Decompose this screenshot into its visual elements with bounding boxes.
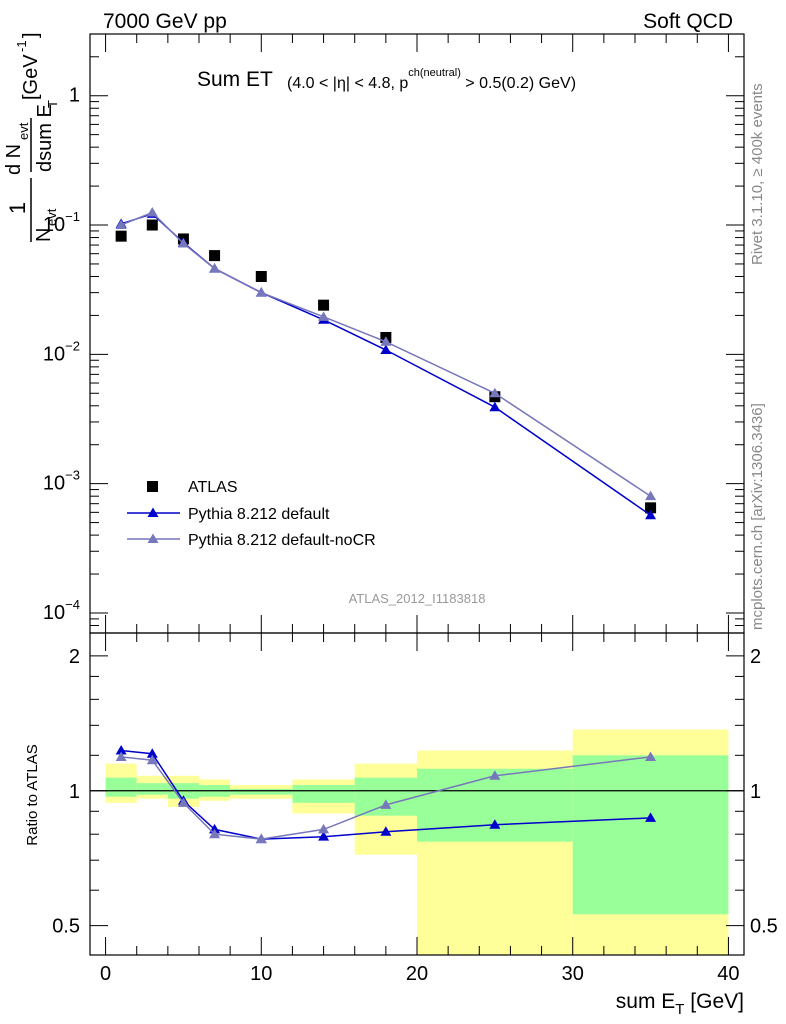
svg-text:d N: d N — [3, 144, 25, 175]
atlas-point-0 — [115, 230, 127, 242]
legend-marker-default — [147, 507, 159, 517]
series-2-point-4 — [255, 287, 267, 297]
svg-text:evt: evt — [16, 122, 31, 140]
legend-marker-nocr — [147, 533, 159, 543]
xtick-label-2: 20 — [406, 963, 428, 985]
header-left: 7000 GeV pp — [103, 10, 227, 33]
ratio-0-point-6 — [380, 826, 392, 836]
ratio-y-axis-label: Ratio to ATLAS — [24, 744, 41, 845]
svg-text:1: 1 — [5, 202, 30, 214]
plot-title: Sum ET — [197, 68, 273, 91]
ratio-0-point-8 — [645, 812, 657, 822]
plot-title-subtitle: (4.0 < |η| < 4.8, pch(neutral) > 0.5(0.2… — [287, 67, 576, 92]
series-1-point-7 — [489, 401, 501, 412]
ratio-1-point-4 — [255, 833, 267, 844]
svg-text:dsum E: dsum E — [34, 104, 56, 172]
series-line-1 — [120, 212, 652, 516]
legend: ATLAS Pythia 8.212 default Pythia 8.212 … — [127, 479, 376, 549]
ratio-1-point-5 — [318, 823, 330, 834]
series-2-point-3 — [209, 263, 221, 273]
ratio-uncertainty-bands — [105, 729, 729, 955]
xtick-label-0: 0 — [100, 963, 111, 985]
series-2-point-5 — [318, 311, 330, 321]
inner-band-5 — [292, 785, 355, 803]
atlas-point-1 — [146, 219, 158, 231]
atlas-point-4 — [255, 270, 267, 282]
ratio-1-point-3 — [209, 828, 221, 839]
series-2-point-0 — [115, 219, 127, 230]
inner-band-4 — [230, 788, 293, 795]
axis-labels-group: 1 10−1 10−2 10−3 10−4 2 2 1 1 0.5 0.5 0 10 20 30 40 — [43, 85, 778, 985]
series-1-point-8 — [645, 509, 657, 520]
main-y-axis-label: 1 N evt d N evt dsum E T [GeV -1 ] — [3, 32, 60, 242]
ratio-0-point-1 — [146, 748, 158, 758]
ratio-ytick-label-2: 0.5 — [52, 916, 80, 938]
ratio-ytick-label-right-1: 1 — [750, 781, 761, 803]
svg-text:[GeV: [GeV — [20, 54, 42, 100]
ratio-1-point-8 — [645, 751, 657, 761]
series-2-point-8 — [645, 490, 657, 501]
ratio-1-point-1 — [146, 754, 158, 765]
atlas-point-3 — [209, 250, 221, 262]
ratio-plot-frame — [89, 632, 745, 956]
ratio-series-group — [115, 745, 657, 844]
mcplots-label: mcplots.cern.ch [arXiv:1306.3436] — [749, 403, 766, 630]
rivet-version-label: Rivet 3.1.10, ≥ 400k events — [749, 83, 766, 265]
ratio-1-point-6 — [380, 799, 392, 809]
inner-band-8 — [572, 755, 729, 915]
main-ytick-label-0: 1 — [69, 85, 80, 107]
ratio-ytick-label-0: 2 — [69, 646, 80, 668]
atlas-point-5 — [318, 299, 330, 311]
series-1-point-6 — [380, 344, 392, 355]
main-ytick-label-4: 10−4 — [43, 597, 80, 624]
series-2-point-7 — [489, 387, 501, 398]
series-2-point-2 — [177, 237, 189, 248]
main-ytick-label-3: 10−3 — [43, 468, 80, 495]
ratio-ytick-label-1: 1 — [69, 781, 80, 803]
axis-ticks — [90, 33, 744, 955]
plot-frames — [89, 33, 745, 956]
ratio-1-point-7 — [489, 770, 501, 780]
atlas-point-8 — [645, 502, 657, 514]
svg-text:]: ] — [20, 32, 42, 38]
series-line-2 — [120, 211, 652, 497]
header-right: Soft QCD — [643, 10, 733, 33]
ratio-0-point-0 — [115, 745, 127, 755]
main-ytick-label-1: 10−1 — [43, 209, 80, 236]
ratio-1-point-0 — [115, 751, 127, 761]
series-2-point-1 — [146, 206, 158, 217]
ratio-0-point-7 — [489, 819, 501, 829]
svg-text:-1: -1 — [14, 40, 29, 52]
ratio-ytick-label-right-0: 2 — [750, 646, 761, 668]
ratio-0-point-5 — [318, 831, 330, 841]
svg-text:N: N — [33, 228, 55, 242]
series-2-point-6 — [380, 336, 392, 346]
inner-band-6 — [354, 777, 417, 816]
x-axis-label: sum ET [GeV] — [616, 990, 744, 1018]
xtick-label-1: 10 — [250, 963, 272, 985]
legend-label-atlas: ATLAS — [188, 479, 238, 496]
main-series-group — [115, 206, 657, 520]
svg-text:T: T — [45, 100, 60, 108]
xtick-label-3: 30 — [562, 963, 584, 985]
analysis-tag: ATLAS_2012_I1183818 — [349, 591, 486, 606]
inner-band-0 — [105, 777, 137, 797]
ratio-1-point-2 — [177, 797, 189, 807]
xtick-label-4: 40 — [717, 963, 739, 985]
inner-band-1 — [136, 783, 168, 795]
svg-text:evt: evt — [44, 208, 59, 226]
inner-band-7 — [417, 768, 573, 842]
legend-label-default: Pythia 8.212 default — [188, 506, 330, 523]
main-ytick-label-2: 10−2 — [43, 338, 80, 365]
ratio-ytick-label-right-2: 0.5 — [750, 916, 778, 938]
legend-label-nocr: Pythia 8.212 default-noCR — [188, 532, 376, 549]
legend-marker-atlas — [147, 481, 158, 492]
